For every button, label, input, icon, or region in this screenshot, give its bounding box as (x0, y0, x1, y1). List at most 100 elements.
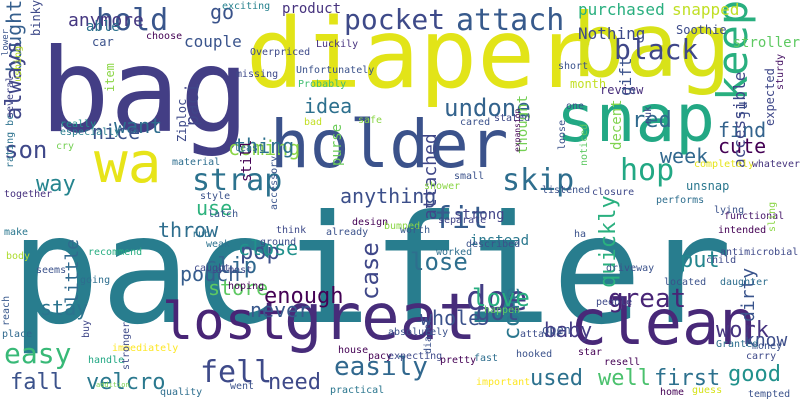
word-gift: gift (616, 57, 635, 96)
word-tempted: tempted (748, 389, 791, 400)
word-pretty: pretty (440, 355, 477, 366)
word-binky: binky (29, 0, 43, 37)
word-cared: cared (460, 117, 491, 128)
word-ground: ground (260, 237, 297, 248)
word-couple: couple (184, 32, 242, 51)
word-pacifier: pacifier (10, 184, 733, 358)
word-well: well (598, 366, 651, 391)
word-got: got (476, 298, 520, 326)
word-intended: intended (718, 225, 767, 236)
word-luckily: Luckily (316, 39, 359, 50)
word-short: short (558, 61, 589, 72)
word-pocket: pocket (344, 3, 446, 36)
word-dirty: dirty (738, 267, 759, 322)
word-thing: thing (234, 134, 295, 158)
word-need: need (268, 370, 321, 395)
word-purse: purse (329, 123, 345, 166)
word-close: close (238, 236, 299, 260)
word-star: star (578, 347, 603, 358)
word-stronger: stronger (121, 321, 132, 370)
word-went: went (230, 381, 255, 392)
word-almost: almost (216, 265, 253, 276)
word-great: great (608, 284, 687, 314)
word-hold: hold (96, 3, 169, 38)
word-nuk: nuk (643, 105, 654, 124)
word-use: use (196, 196, 233, 220)
word-instead: instead (470, 233, 530, 249)
word-cute: cute (718, 134, 767, 158)
word-small: small (454, 171, 485, 182)
word-bag: bag (40, 24, 250, 159)
word-seems: seems (36, 265, 67, 276)
word-weak: weak (206, 239, 231, 250)
word-driveway: driveway (606, 263, 655, 274)
word-several: several (5, 75, 16, 118)
word-strong: strong (454, 207, 505, 223)
word-attache: attache (520, 329, 563, 340)
word-sling: sling (767, 201, 778, 232)
word-hoping: hoping (228, 281, 265, 292)
word-put: put (680, 248, 720, 273)
word-easily: easily (334, 352, 428, 382)
word-velcro: velcro (86, 370, 166, 395)
word-noticed: noticed (579, 123, 590, 166)
word-lying: lying (714, 205, 745, 216)
word-unsnap: unsnap (686, 179, 730, 193)
word-find: find (718, 118, 767, 142)
word-want: want (114, 114, 163, 138)
word-soothie: Soothie (676, 23, 727, 37)
word-accessory: accessory (269, 155, 280, 210)
word-handle: handle (88, 355, 125, 366)
word-stated: stated (494, 113, 531, 124)
word-never: never (250, 298, 311, 322)
word-carry: carry (746, 351, 777, 362)
word-attached: attached (420, 133, 441, 220)
word-doe: doe (466, 279, 528, 319)
word-ziploc: Ziploc (175, 98, 189, 142)
word-addition: addition (96, 381, 130, 389)
word-described: described (466, 239, 521, 250)
word-pacy: pacy (368, 351, 393, 362)
word-red: red (632, 108, 672, 133)
word-expansion: expansion (513, 108, 522, 152)
word-ju: ju (735, 101, 751, 118)
word-bag: bag (572, 0, 731, 97)
word-hop: hop (620, 153, 675, 188)
word-attach: attach (456, 3, 565, 38)
word-closure: closure (592, 187, 635, 198)
word-hooked: hooked (516, 349, 553, 360)
word-quickly: quickly (596, 195, 621, 288)
word-month: month (570, 77, 607, 91)
word-first: first (654, 366, 721, 391)
word-antimicrobial: antimicrobial (720, 247, 799, 258)
word-easy: easy (4, 337, 72, 370)
word-worth: worth (400, 225, 431, 236)
word-car: car (92, 35, 114, 49)
word-good: good (728, 362, 781, 387)
word-used: used (530, 366, 583, 391)
word-pouch: pouch (180, 262, 241, 286)
word-great: great (284, 281, 477, 355)
word-item: item (103, 63, 117, 92)
word-caught: caught (194, 263, 231, 274)
word-stay: stay (40, 296, 89, 320)
word-case: case (356, 242, 384, 300)
word-choose: choose (146, 31, 183, 42)
word-quality: quality (160, 387, 203, 398)
word-way: way (36, 172, 76, 197)
word-anymore: anymore (68, 10, 144, 31)
word-granted: Granted (716, 339, 759, 350)
word-buy: buy (81, 319, 92, 338)
word-fast: fast (474, 353, 499, 364)
word-daughter: daughter (720, 277, 769, 288)
word-able: able (86, 19, 120, 35)
word-performs: performs (656, 195, 705, 206)
word-black: black (614, 33, 699, 66)
word-strap: strap (192, 163, 283, 198)
word-clean: clean (570, 286, 757, 359)
word-ha: ha (574, 229, 587, 240)
word-idea: idea (304, 94, 353, 118)
word-whole: whole (420, 306, 481, 330)
word-pop: pop (240, 240, 280, 265)
